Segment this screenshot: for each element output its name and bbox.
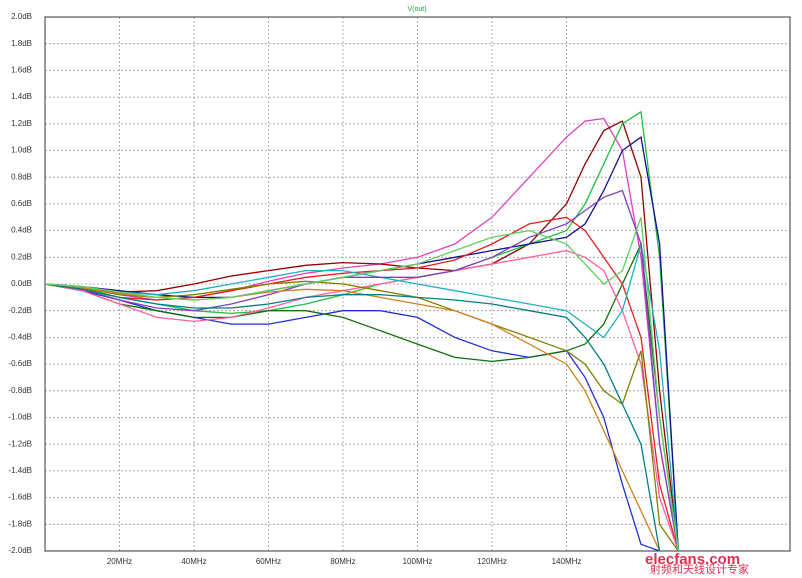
y-tick-label: 0.0dB (11, 279, 32, 288)
y-tick-label: 0.8dB (11, 172, 32, 181)
y-tick-label: 1.0dB (11, 146, 32, 155)
y-tick-label: -1.8dB (8, 519, 32, 528)
x-tick-label: 120MHz (477, 557, 507, 566)
y-tick-label: -1.6dB (8, 493, 32, 502)
x-tick-label: 100MHz (403, 557, 433, 566)
x-tick-label: 140MHz (552, 557, 582, 566)
x-tick-label: 60MHz (256, 557, 281, 566)
series-line (45, 189, 679, 551)
y-tick-label: -0.8dB (8, 386, 32, 395)
series-group (45, 110, 679, 551)
y-tick-label: 2.0dB (11, 12, 32, 21)
y-tick-label: 1.2dB (11, 119, 32, 128)
y-tick-label: -1.0dB (8, 413, 32, 422)
y-tick-label: -1.4dB (8, 466, 32, 475)
y-tick-label: -2.0dB (8, 546, 32, 555)
y-tick-label: -0.2dB (8, 306, 32, 315)
chart-title: V(out) (407, 6, 426, 13)
x-tick-label: 20MHz (107, 557, 132, 566)
y-tick-label: -0.6dB (8, 359, 32, 368)
y-tick-label: 1.4dB (11, 92, 32, 101)
y-tick-label: 1.8dB (11, 39, 32, 48)
y-tick-label: 0.4dB (11, 226, 32, 235)
y-tick-label: 0.2dB (11, 252, 32, 261)
y-tick-label: -0.4dB (8, 333, 32, 342)
watermark-site: elecfans.com (645, 551, 740, 568)
x-tick-label: 40MHz (181, 557, 206, 566)
y-tick-label: 1.6dB (11, 66, 32, 75)
y-tick-label: -1.2dB (8, 439, 32, 448)
x-tick-label: 80MHz (330, 557, 355, 566)
series-line (45, 283, 661, 551)
y-tick-label: 0.6dB (11, 199, 32, 208)
series-line (45, 243, 679, 551)
watermark-slogan: 射频和天线设计专家 (650, 562, 749, 576)
series-line (45, 217, 679, 551)
